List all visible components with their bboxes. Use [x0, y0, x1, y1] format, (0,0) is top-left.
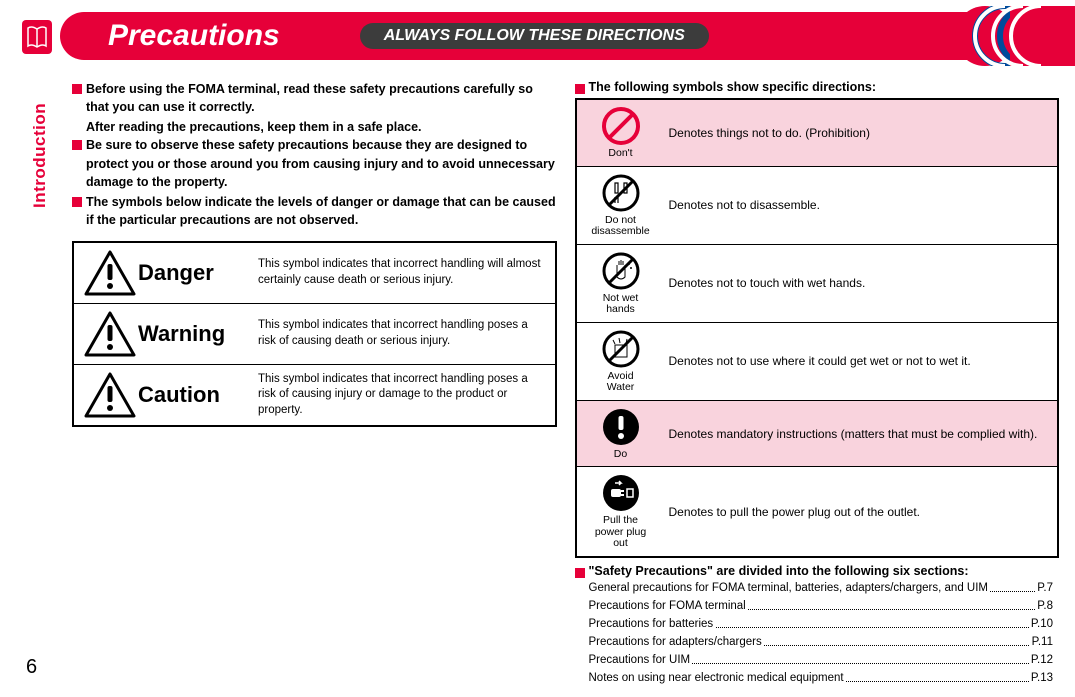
warning-triangle-icon [82, 310, 138, 358]
header-arcs-icon [955, 6, 1075, 66]
toc-item: Precautions for FOMA terminalP.8 [589, 598, 1054, 616]
symbol-label: Avoid Water [607, 371, 635, 394]
danger-levels-box: Danger This symbol indicates that incorr… [72, 241, 557, 427]
page-title: Precautions [108, 19, 280, 53]
symbol-desc: Denotes not to touch with wet hands. [669, 275, 866, 291]
level-row-caution: Caution This symbol indicates that incor… [74, 365, 555, 425]
toc-item: Notes on using near electronic medical e… [589, 670, 1054, 688]
symbols-box: Don't Denotes things not to do. (Prohibi… [575, 98, 1060, 558]
intro-text: Before using the FOMA terminal, read the… [86, 80, 557, 116]
symbol-label: Do [614, 449, 627, 461]
intro-bullets: Before using the FOMA terminal, read the… [72, 80, 557, 229]
do-icon [601, 407, 641, 447]
symbol-desc: Denotes not to use where it could get we… [669, 353, 971, 369]
symbol-row-dont: Don't Denotes things not to do. (Prohibi… [577, 100, 1058, 167]
toc-item: Precautions for batteriesP.10 [589, 616, 1054, 634]
symbol-row-avoid-water: Avoid Water Denotes not to use where it … [577, 323, 1058, 401]
level-row-warning: Warning This symbol indicates that incor… [74, 304, 555, 365]
symbol-label: Do not disassemble [591, 215, 649, 238]
symbol-row-disassemble: Do not disassemble Denotes not to disass… [577, 167, 1058, 245]
no-disassemble-icon [601, 173, 641, 213]
symbol-desc: Denotes not to disassemble. [669, 197, 820, 213]
symbol-row-wet-hands: Not wet hands Denotes not to touch with … [577, 245, 1058, 323]
symbol-desc: Denotes to pull the power plug out of th… [669, 504, 921, 520]
level-name: Danger [138, 260, 258, 286]
prohibit-icon [601, 106, 641, 146]
level-desc: This symbol indicates that incorrect han… [258, 372, 547, 419]
level-row-danger: Danger This symbol indicates that incorr… [74, 243, 555, 304]
toc-list: General precautions for FOMA terminal, b… [575, 580, 1060, 688]
unplug-icon [601, 473, 641, 513]
level-desc: This symbol indicates that incorrect han… [258, 257, 547, 288]
avoid-water-icon [601, 329, 641, 369]
level-name: Caution [138, 382, 258, 408]
intro-text: Be sure to observe these safety precauti… [86, 136, 557, 190]
level-desc: This symbol indicates that incorrect han… [258, 318, 547, 349]
bookmark-tab-icon [22, 20, 52, 54]
no-wet-hands-icon [601, 251, 641, 291]
intro-text: After reading the precautions, keep them… [86, 118, 557, 136]
symbol-row-unplug: Pull the power plug out Denotes to pull … [577, 467, 1058, 556]
intro-text: The symbols below indicate the levels of… [86, 193, 557, 229]
page-number: 6 [26, 656, 37, 679]
symbol-row-do: Do Denotes mandatory instructions (matte… [577, 401, 1058, 468]
symbol-label: Not wet hands [603, 293, 639, 316]
open-book-icon [26, 24, 48, 50]
header-bar: Precautions ALWAYS FOLLOW THESE DIRECTIO… [60, 12, 1075, 60]
symbol-label: Pull the power plug out [595, 515, 646, 550]
toc-item: Precautions for UIMP.12 [589, 652, 1054, 670]
side-tab-label: Introduction [30, 103, 50, 208]
directions-pill: ALWAYS FOLLOW THESE DIRECTIONS [360, 23, 709, 49]
level-name: Warning [138, 321, 258, 347]
toc-header: "Safety Precautions" are divided into th… [575, 564, 1060, 578]
side-tab: Introduction [30, 80, 50, 220]
symbol-desc: Denotes things not to do. (Prohibition) [669, 125, 870, 141]
left-column: Before using the FOMA terminal, read the… [72, 80, 557, 687]
symbols-header: The following symbols show specific dire… [575, 80, 1060, 94]
toc-item: Precautions for adapters/chargersP.11 [589, 634, 1054, 652]
right-column: The following symbols show specific dire… [575, 80, 1060, 687]
warning-triangle-icon [82, 249, 138, 297]
symbol-desc: Denotes mandatory instructions (matters … [669, 426, 1038, 442]
toc-item: General precautions for FOMA terminal, b… [589, 580, 1054, 598]
warning-triangle-icon [82, 371, 138, 419]
symbol-label: Don't [608, 148, 632, 160]
